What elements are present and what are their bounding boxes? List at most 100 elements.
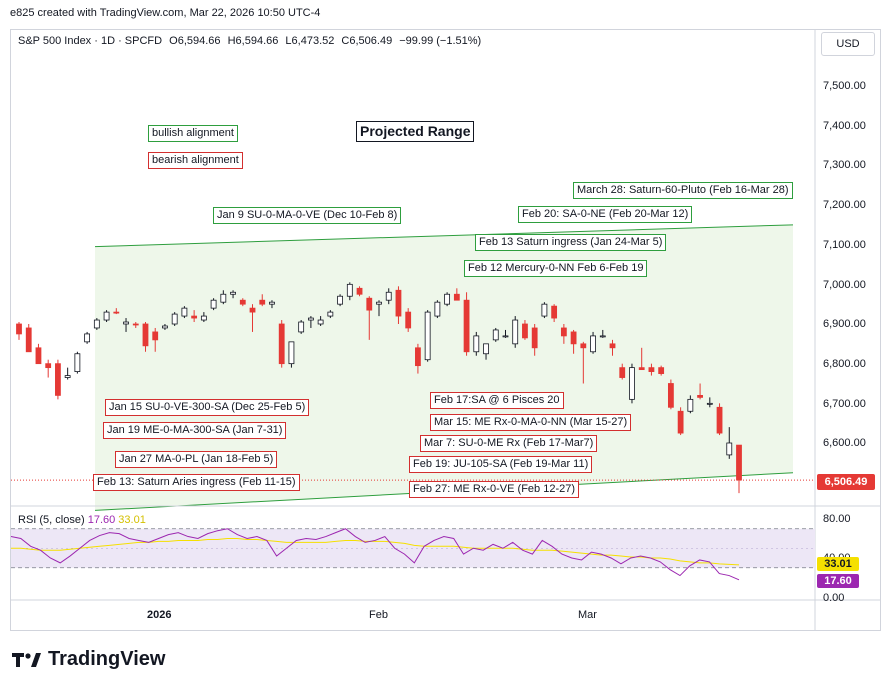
candle-body: [64, 375, 71, 378]
open-value: O6,594.66: [169, 35, 221, 47]
annotation-green[interactable]: Jan 9 SU-0-MA-0-VE (Dec 10-Feb 8): [213, 207, 402, 224]
chart-gridlines: [11, 30, 880, 630]
y-tick-label: 7,100.00: [823, 239, 866, 251]
candle-body: [327, 311, 334, 317]
y-tick-label: 7,200.00: [823, 199, 866, 211]
candle-body: [239, 299, 246, 305]
y-tick-label: 7,500.00: [823, 80, 866, 92]
candle-body: [16, 323, 22, 335]
candle-body: [697, 394, 703, 398]
candle-body: [560, 327, 567, 337]
y-tick-label: 7,300.00: [823, 159, 866, 171]
change-value: −99.99 (−1.51%): [399, 35, 482, 47]
low-value: L6,473.52: [285, 35, 335, 47]
candle-body: [551, 305, 558, 319]
candle-body: [200, 315, 207, 321]
annotation-red[interactable]: Jan 15 SU-0-VE-300-SA (Dec 25-Feb 5): [105, 399, 310, 416]
candle-body: [434, 301, 441, 317]
candle-body: [619, 367, 626, 378]
y-tick-label: 6,700.00: [823, 398, 866, 410]
annotation-green[interactable]: March 28: Saturn-60-Pluto (Feb 16-Mar 28…: [573, 182, 793, 199]
annotation-red[interactable]: Feb 27: ME Rx-0-VE (Feb 12-27): [409, 481, 580, 498]
candle-body: [376, 301, 382, 305]
close-value: C6,506.49: [341, 35, 393, 47]
channel-fill: [95, 224, 793, 511]
high-value: H6,594.66: [227, 35, 279, 47]
tradingview-logo-icon: [12, 652, 41, 667]
x-tick-label: 2026: [147, 609, 172, 621]
candle-body: [278, 323, 285, 365]
tradingview-logo[interactable]: TradingView: [12, 648, 165, 671]
currency-button[interactable]: USD: [821, 32, 875, 56]
annotation-green[interactable]: Feb 20: SA-0-NE (Feb 20-Mar 12): [518, 206, 693, 223]
candle-body: [736, 444, 742, 481]
annotation-red[interactable]: Feb 17:SA @ 6 Pisces 20: [430, 392, 564, 409]
annotation-red[interactable]: Mar 7: SU-0-ME Rx (Feb 17-Mar7): [420, 435, 598, 452]
annotation-red[interactable]: Feb 19: JU-105-SA (Feb 19-Mar 11): [409, 456, 593, 473]
candle-body: [25, 327, 32, 353]
candle-body: [93, 319, 100, 329]
candle-body: [531, 327, 538, 349]
y-tick-label: 7,400.00: [823, 120, 866, 132]
last-price-badge: 6,506.49: [817, 474, 875, 490]
candle-body: [385, 291, 392, 301]
candle-body: [269, 301, 275, 305]
candle-body: [103, 311, 110, 321]
rsi-value: 17.60: [87, 514, 116, 526]
candle-body: [512, 319, 519, 345]
candle-body: [220, 293, 227, 303]
candle-body: [113, 311, 120, 314]
candle-body: [648, 367, 655, 372]
candle-body: [337, 295, 343, 305]
candle-body: [132, 323, 139, 326]
rsi-line: [10, 528, 740, 581]
annotation-red[interactable]: Jan 27 MA-0-PL (Jan 18-Feb 5): [115, 451, 278, 468]
x-tick-label: Mar: [578, 609, 597, 621]
candle-body: [541, 303, 548, 317]
candle-body: [463, 299, 470, 353]
candle-body: [74, 353, 81, 373]
annotation-red[interactable]: Feb 13: Saturn Aries ingress (Feb 11-15): [93, 474, 300, 491]
candle-body: [716, 406, 723, 434]
candle-body: [609, 343, 616, 349]
y-tick-label: 6,800.00: [823, 358, 866, 370]
candle-body: [492, 329, 499, 341]
x-tick-label: Feb: [369, 609, 388, 621]
rsi-lower-tick: 0.00: [823, 592, 845, 604]
candle-body: [677, 410, 684, 434]
candle-body: [580, 343, 587, 349]
rsi-ma-badge: 33.01: [817, 557, 859, 571]
candle-body: [288, 341, 295, 365]
candle-body: [210, 299, 217, 309]
annotation-green[interactable]: Feb 12 Mercury-0-NN Feb 6-Feb 19: [464, 260, 648, 277]
candle-body: [706, 402, 713, 405]
chart-caption: e825 created with TradingView.com, Mar 2…: [10, 7, 321, 19]
rsi-label[interactable]: RSI (5, close): [18, 514, 85, 526]
candle-body: [55, 363, 61, 396]
candle-body: [45, 363, 52, 369]
annotation-red[interactable]: Mar 15: ME Rx-0-MA-0-NN (Mar 15-27): [430, 414, 632, 431]
candle-body: [424, 311, 431, 361]
chart-frame[interactable]: [10, 29, 881, 631]
candle-body: [181, 307, 188, 317]
candle-body: [522, 323, 528, 339]
candle-body: [502, 335, 509, 338]
candle-body: [142, 323, 149, 347]
symbol-name[interactable]: S&P 500 Index · 1D · SPCFD: [18, 35, 163, 47]
candle-body: [395, 289, 402, 317]
candle-body: [249, 307, 256, 313]
candle-body: [658, 367, 665, 374]
candle-body: [667, 383, 674, 408]
candle-body: [405, 311, 412, 329]
annotation-red[interactable]: Jan 19 ME-0-MA-300-SA (Jan 7-31): [103, 422, 287, 439]
candle-body: [191, 315, 198, 319]
candle-body: [366, 297, 373, 311]
annotation-green[interactable]: Feb 13 Saturn ingress (Jan 24-Mar 5): [475, 234, 667, 251]
candle-body: [415, 347, 421, 367]
candle-body: [590, 335, 596, 353]
rsi-upper-tick: 80.00: [823, 513, 851, 525]
candle-body: [171, 313, 178, 325]
candle-body: [35, 347, 42, 365]
y-tick-label: 7,000.00: [823, 279, 866, 291]
